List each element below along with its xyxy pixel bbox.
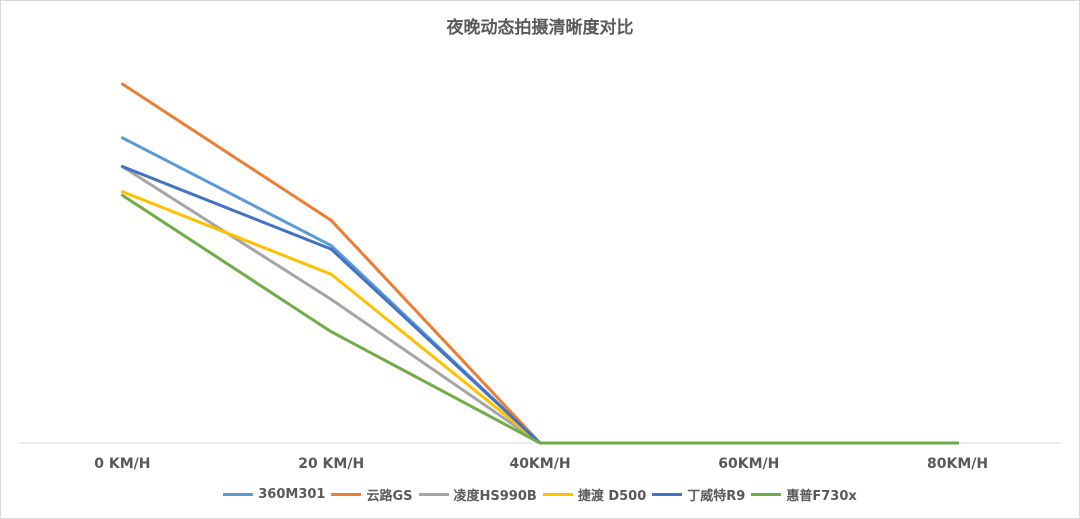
x-tick-label: 60KM/H	[718, 456, 779, 472]
series-line	[120, 190, 960, 445]
x-tick-label: 80KM/H	[927, 456, 988, 472]
legend-swatch	[223, 493, 254, 496]
legend-label: 360M301	[258, 487, 326, 502]
series-line	[120, 165, 960, 445]
legend-item: 丁威特R9	[652, 485, 745, 504]
x-tick-label: 40KM/H	[509, 456, 570, 472]
legend-item: 360M301	[223, 487, 325, 502]
legend-label: 凌度HS990B	[453, 489, 537, 504]
legend-swatch	[542, 493, 573, 496]
legend-swatch	[418, 493, 449, 496]
series-line	[120, 82, 960, 445]
legend-item: 惠普F730x	[751, 485, 857, 504]
legend-swatch	[751, 493, 782, 496]
legend-swatch	[652, 493, 683, 496]
x-tick-label: 0 KM/H	[94, 456, 150, 472]
x-tick-label: 20 KM/H	[298, 456, 364, 472]
legend-label: 云路GS	[366, 489, 413, 504]
legend-label: 捷渡 D500	[577, 489, 647, 504]
legend-item: 凌度HS990B	[418, 485, 537, 504]
legend-label: 丁威特R9	[687, 489, 746, 504]
series-line	[120, 165, 960, 445]
legend-label: 惠普F730x	[786, 489, 857, 504]
legend-swatch	[331, 493, 362, 496]
chart-title: 夜晚动态拍摄清晰度对比	[446, 18, 634, 38]
series-line	[120, 193, 960, 445]
chart-legend: 360M301 云路GS 凌度HS990B 捷渡 D500 丁威特R9 惠普F730x	[0, 485, 1080, 504]
legend-item: 捷渡 D500	[542, 485, 647, 504]
series-line	[120, 136, 960, 445]
legend-item: 云路GS	[331, 485, 413, 504]
